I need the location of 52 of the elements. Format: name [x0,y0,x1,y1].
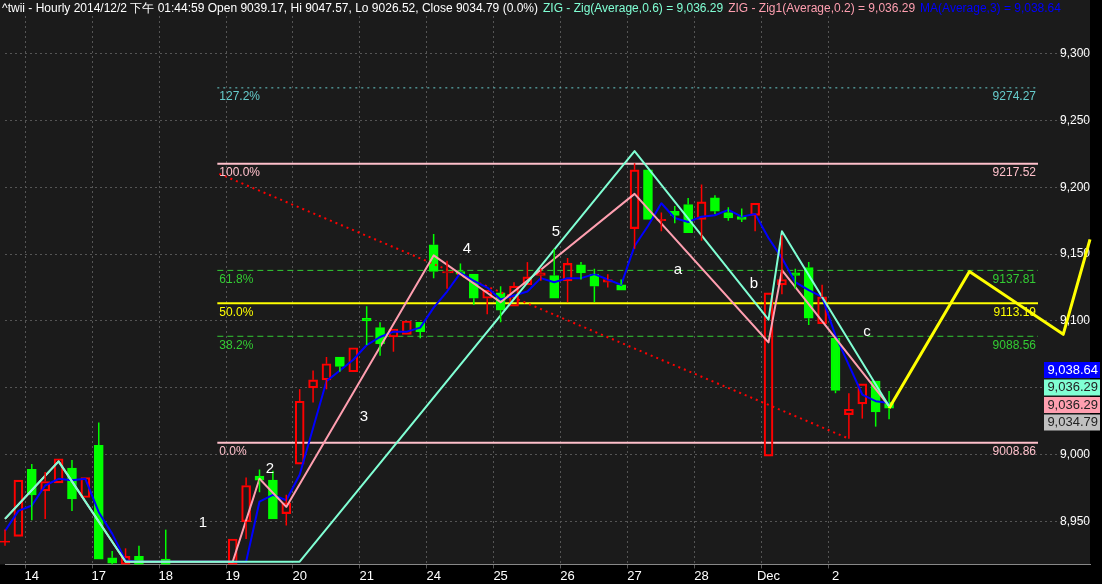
annotation: 38.2% [219,337,254,352]
text: MA(Average,3) = 9,038.64 [920,1,1061,15]
x-tick-label: 21 [359,567,374,583]
x-tick-label: 24 [426,567,441,583]
annotation: 100.0% [219,165,261,180]
candlestick [589,268,600,303]
x-tick-label: 17 [91,567,106,583]
annotation: 50.0% [219,304,254,319]
annotation: b [749,274,759,292]
chart-title: ^twii - Hourly 2014/12/2 下午 01:44:59 Open 9039.17, Hi 9047.57, Lo 9026.52, Close 9034.79 (0.0%) [2,1,538,15]
x-tick-label: 14 [24,567,40,583]
annotation: 1 [198,513,208,531]
y-tick-label: 9,200 [1059,179,1091,194]
annotation: 3 [359,407,369,425]
y-tick-label: 9,300 [1059,45,1091,60]
ref-line-label: 9088.56 [992,337,1037,352]
annotation: 5 [551,222,561,240]
x-tick-label: 26 [560,567,575,583]
candlestick [616,278,626,291]
annotation: 9,036.29 [1047,396,1098,412]
candlestick [576,261,586,281]
candlestick [107,550,117,564]
x-tick-label: 25 [493,567,508,583]
ref-line-label: 9217.52 [992,165,1037,180]
candlestick [361,305,372,346]
x-tick-label: Dec [756,567,781,583]
annotation: 9,034.79 [1047,414,1098,430]
x-tick-label: 28 [694,567,709,583]
ref-line-label: 9137.81 [992,271,1037,286]
annotation: 2 [265,459,275,477]
x-tick-label: 2 [831,567,840,583]
x-tick-label: 18 [158,567,173,583]
ref-line-label: 9008.86 [992,444,1037,459]
annotation: 61.8% [219,271,254,286]
text: ZIG - Zig(Average,0.6) = 9,036.29 [542,1,724,15]
candlestick [93,421,104,560]
ref-line-label: 9274.27 [992,89,1037,104]
candlestick [549,247,560,299]
x-tick-label: 20 [292,567,307,583]
annotation: 0.0% [219,444,247,459]
annotation: c [863,322,872,340]
y-tick-label: 9,000 [1059,447,1091,462]
x-tick-label: 27 [627,567,642,583]
y-tick-label: 9,250 [1059,112,1091,127]
annotation: 9,038.64 [1047,361,1098,377]
y-tick-label: 8,950 [1059,513,1091,528]
x-tick-label: 19 [225,567,240,583]
annotation: 127.2% [219,89,261,104]
annotation: a [673,260,683,278]
annotation: 9,036.29 [1047,379,1098,395]
text: ZIG - Zig1(Average,0.2) = 9,036.29 [728,1,916,15]
annotation: 4 [462,239,472,257]
